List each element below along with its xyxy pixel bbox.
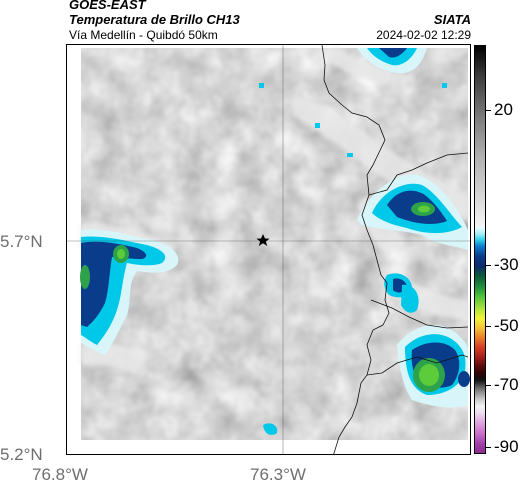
lat-label-5.2: 5.2°N <box>0 445 43 464</box>
convective-cloud-lower-right <box>397 325 470 408</box>
colorbar-tick <box>486 110 491 111</box>
region-label: Vía Medellín - Quibdó 50km <box>69 28 218 42</box>
convective-cloud-top-right <box>357 48 427 74</box>
colorbar-tick <box>486 447 491 448</box>
colorbar-label-minus70: -70 <box>494 375 519 394</box>
convective-cloud-left <box>80 229 179 355</box>
satellite-title: GOES-EAST <box>69 0 146 12</box>
lon-label-76.3: 76.3°W <box>250 465 306 484</box>
product-title: Temperatura de Brillo CH13 <box>69 12 240 27</box>
datetime-label: 2024-02-02 12:29 <box>376 28 471 42</box>
colorbar <box>474 45 486 454</box>
colorbar-tick <box>486 265 491 266</box>
lon-label-76.8: 76.8°W <box>32 465 88 484</box>
colorbar-label-minus50: -50 <box>494 316 519 335</box>
convective-cloud-upper-right <box>357 174 468 250</box>
colorbar-tick <box>486 385 491 386</box>
colorbar-label-20: 20 <box>494 100 513 119</box>
colorbar-tick <box>486 326 491 327</box>
star-marker[interactable] <box>256 234 270 246</box>
small-cloud-cells <box>259 83 447 435</box>
border-line <box>366 354 469 376</box>
lat-label-5.7: 5.7°N <box>0 232 43 251</box>
colorbar-label-minus90: -90 <box>494 437 519 456</box>
border-line <box>370 299 469 329</box>
brightness-temperature-map[interactable] <box>66 44 471 455</box>
border-line <box>368 152 469 196</box>
border-line <box>321 45 390 454</box>
organization-label: SIATA <box>433 12 471 27</box>
colorbar-label-minus30: -30 <box>494 255 519 274</box>
